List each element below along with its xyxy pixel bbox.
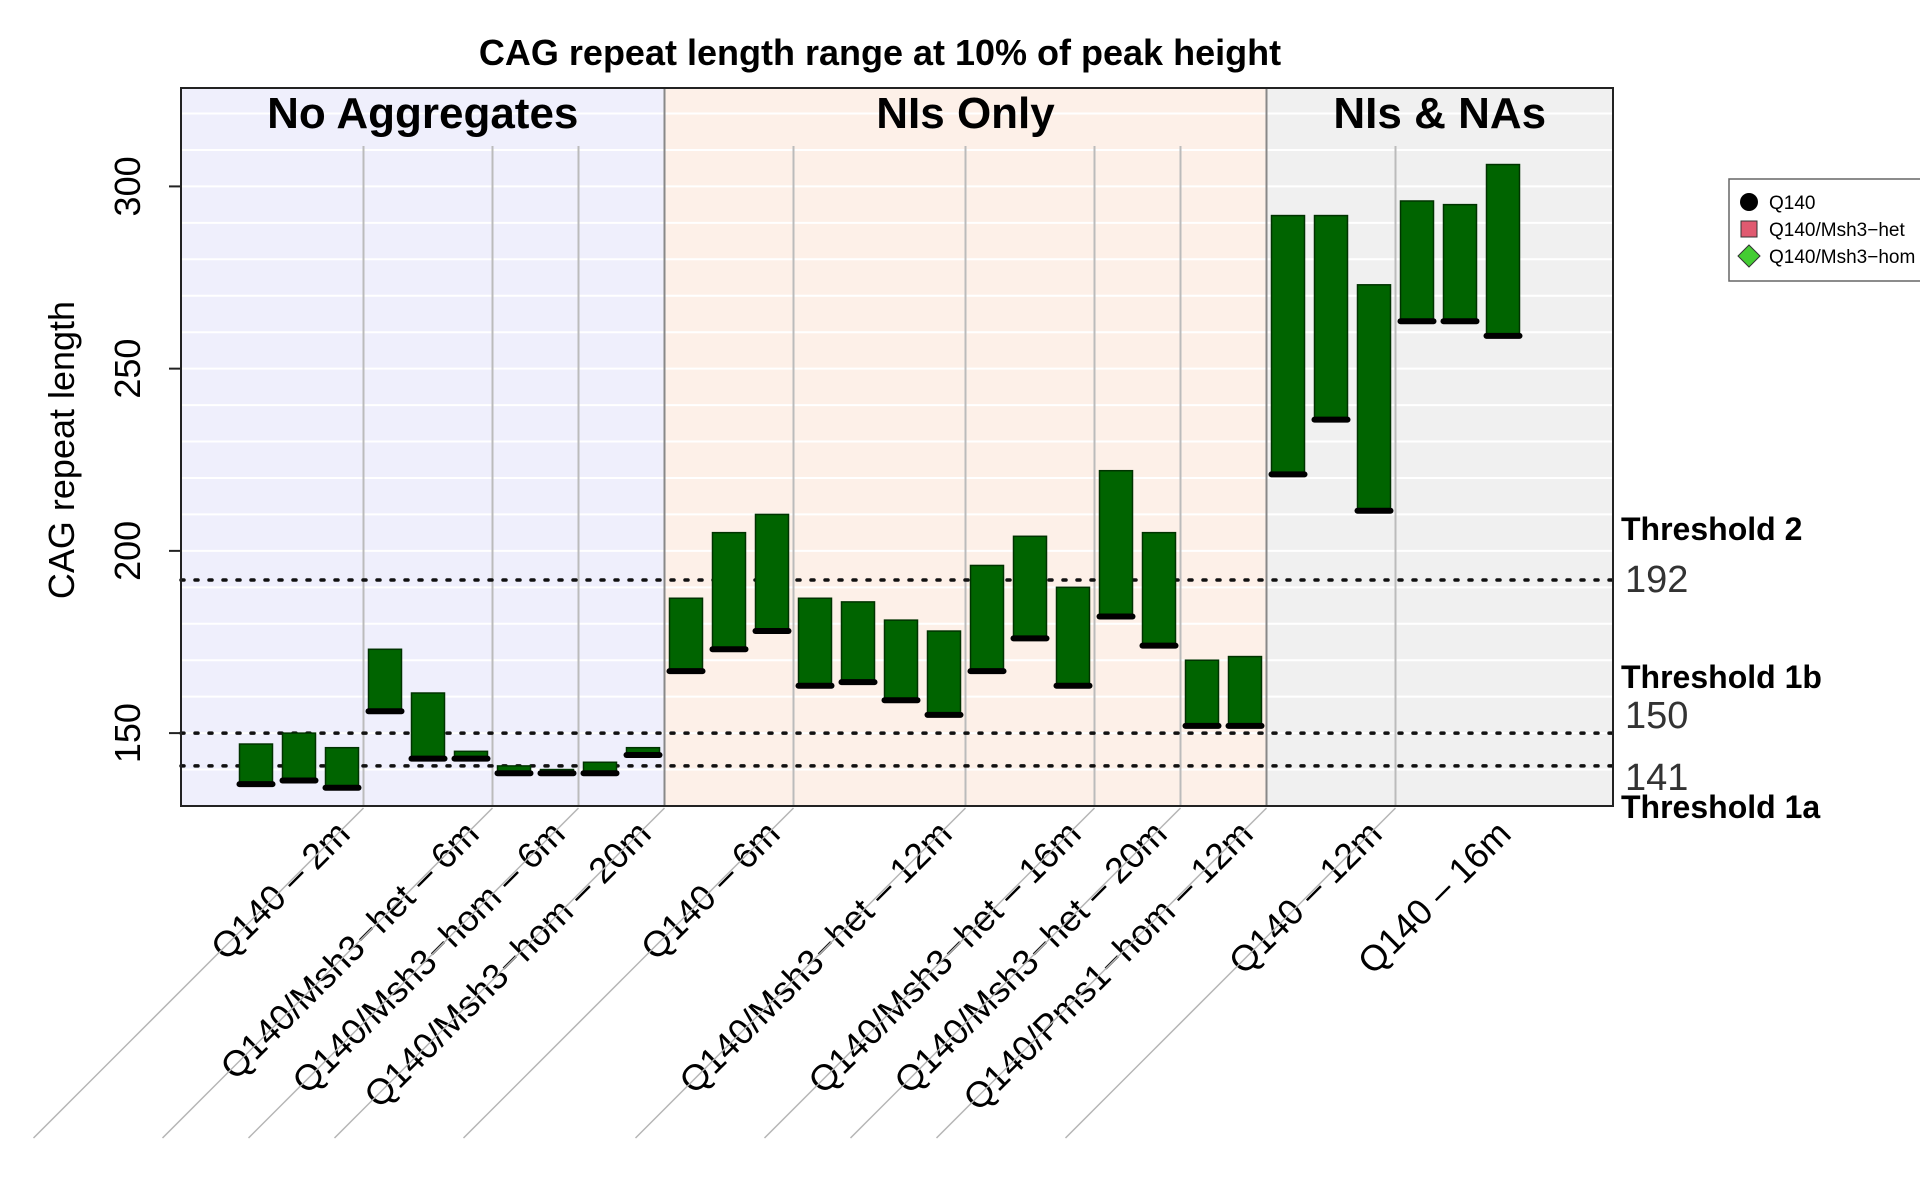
range-bar [840,601,876,683]
x-label-leader [462,807,795,1139]
range-bar [1141,531,1177,647]
range-bar [1227,655,1263,727]
range-bar [883,619,919,702]
legend-label: Q140 [1769,193,1815,214]
range-bar [969,564,1005,672]
x-label-leader [763,807,1096,1139]
y-tick-label: 200 [107,521,148,581]
legend-label: Q140/Msh3−het [1769,220,1905,241]
range-bar [1098,469,1134,618]
range-bar [1313,214,1349,421]
range-bar-low-marker [322,784,362,791]
y-tick-label: 300 [107,156,148,216]
range-bar-low-marker [1268,471,1308,478]
y-axis-label: CAG repeat length [41,301,82,599]
panel-background-1 [181,88,665,806]
legend-marker-diamond [1737,244,1761,268]
range-bar-low-marker [752,628,792,635]
legend-entries: Q140 Q140/Msh3−het Q140/Msh3−hom [1737,193,1915,268]
range-bar-low-marker [494,770,534,777]
range-bar [324,746,360,789]
panel-title-1: No Aggregates [267,89,578,138]
range-bar [1485,163,1521,337]
x-label-leader [935,807,1268,1139]
range-bar [797,597,833,687]
range-bar-low-marker [451,755,491,762]
range-bar-low-marker [408,755,448,762]
range-bar [1012,535,1048,640]
range-bar-low-marker [1397,318,1437,325]
range-bar-low-marker [881,697,921,704]
x-label-leader [161,807,494,1139]
range-bar [668,597,704,672]
panel-background-3 [1266,88,1613,806]
range-bar-low-marker [279,777,319,784]
range-bar-low-marker [1139,642,1179,649]
range-bar [1442,203,1478,323]
range-bar-low-marker [666,668,706,675]
range-bar-low-marker [1225,722,1265,729]
threshold-name: Threshold 2 [1621,511,1802,547]
range-bar-low-marker [365,708,405,715]
range-bar-low-marker [1440,318,1480,325]
range-bar-low-marker [838,679,878,686]
range-bar-low-marker [709,646,749,653]
range-bar [1055,586,1091,687]
range-bar [367,648,403,712]
legend: Q140 Q140/Msh3−het Q140/Msh3−hom [1728,178,1920,282]
range-bar-low-marker [1483,332,1523,339]
range-bar [1399,200,1435,323]
range-bar-low-marker [967,668,1007,675]
range-bar-low-marker [1010,635,1050,642]
panel-title-2: NIs Only [876,89,1055,138]
threshold-name: Threshold 1b [1621,659,1822,695]
range-bar-low-marker [1311,416,1351,423]
y-axis: 150 200 250 300 [107,88,182,806]
range-bar-low-marker [1053,682,1093,689]
range-bar-low-marker [795,682,835,689]
range-bar-low-marker [1182,722,1222,729]
panel-title-3: NIs & NAs [1333,89,1546,138]
y-tick-label: 150 [107,703,148,763]
threshold-name: Threshold 1a [1621,789,1820,825]
range-bar [238,743,274,785]
bars [236,163,1523,791]
x-label-leader [247,807,580,1139]
range-bar-low-marker [1354,507,1394,514]
x-label-leader [1064,807,1397,1139]
threshold-value: 192 [1625,559,1688,601]
x-label-leader [32,807,365,1139]
x-label-leader [849,807,1182,1139]
range-bar [1184,659,1220,727]
range-bar [1270,214,1306,476]
range-bar-low-marker [236,781,276,788]
threshold-value: 150 [1625,695,1688,737]
range-bar-low-marker [924,711,964,718]
range-bar [410,692,446,760]
panel-titles: No Aggregates NIs Only NIs & NAs [267,89,1546,138]
legend-marker-circle [1740,193,1758,211]
range-bar [926,630,962,716]
group-separators [362,88,1397,806]
range-bar [754,513,790,632]
legend-marker-square [1740,220,1758,238]
range-bar-low-marker [623,751,663,758]
range-bar [711,531,747,651]
y-tick-label: 250 [107,339,148,399]
threshold-value: 141 [1625,757,1688,799]
legend-label: Q140/Msh3−hom [1769,247,1915,268]
range-bar-low-marker [537,770,577,777]
range-bar-low-marker [1096,613,1136,620]
legend-box [1728,178,1920,282]
range-bar [1356,284,1392,512]
x-label-leader [634,807,967,1139]
x-label-leader [333,807,666,1139]
range-bar-low-marker [580,770,620,777]
range-bar [281,732,317,782]
chart-title: CAG repeat length range at 10% of peak h… [479,32,1281,73]
x-tick-label: Q140 – 6m [633,813,788,968]
